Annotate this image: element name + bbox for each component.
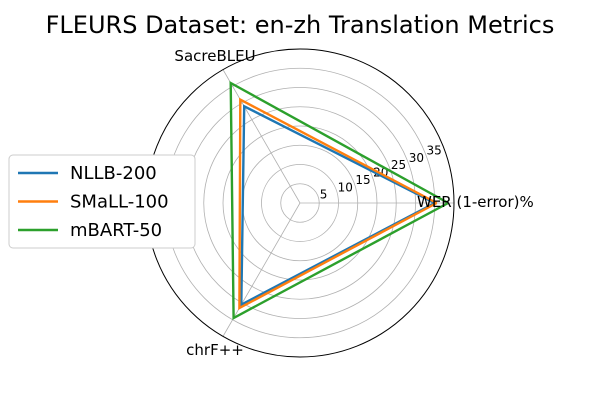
legend-entry: NLLB-200 (70, 163, 157, 184)
chart-title: FLEURS Dataset: en-zh Translation Metric… (46, 11, 555, 39)
radial-tick-label: 25 (391, 158, 406, 172)
radial-tick-label: 15 (355, 173, 370, 187)
radial-tick-label: 10 (338, 180, 353, 194)
series-layer (229, 80, 449, 320)
axis-label: WER (1-error)% (417, 193, 534, 211)
axis-label: chrF++ (186, 341, 244, 359)
series-line (238, 97, 438, 311)
legend-box (8, 154, 196, 249)
series-line (229, 80, 449, 320)
axis-label: SacreBLEU (174, 47, 255, 65)
axis-labels: WER (1-error)% SacreBLEU chrF++ (174, 47, 533, 359)
radial-tick-label: 35 (426, 143, 441, 157)
axis-spoke (222, 69, 301, 204)
legend-entry: mBART-50 (70, 220, 162, 241)
legend: NLLB-200 SMaLL-100 mBART-50 (8, 154, 196, 249)
series-line (240, 104, 436, 307)
radial-tick-label: 5 (320, 188, 328, 202)
axis-spoke (222, 202, 301, 337)
legend-entry: SMaLL-100 (70, 192, 169, 213)
radial-tick-label: 30 (409, 151, 424, 165)
